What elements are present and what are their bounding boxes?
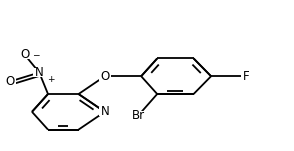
FancyBboxPatch shape <box>99 72 111 81</box>
Text: O: O <box>20 48 29 61</box>
Text: N: N <box>35 66 44 79</box>
FancyBboxPatch shape <box>34 68 45 77</box>
Text: +: + <box>47 75 55 84</box>
Text: O: O <box>6 75 15 88</box>
FancyBboxPatch shape <box>19 50 31 59</box>
Text: O: O <box>100 70 109 83</box>
FancyBboxPatch shape <box>241 72 251 81</box>
Text: F: F <box>243 70 249 83</box>
FancyBboxPatch shape <box>4 77 16 86</box>
Text: −: − <box>32 50 39 59</box>
Text: Br: Br <box>132 109 145 122</box>
Text: N: N <box>100 105 109 118</box>
FancyBboxPatch shape <box>129 111 148 120</box>
FancyBboxPatch shape <box>99 107 111 116</box>
